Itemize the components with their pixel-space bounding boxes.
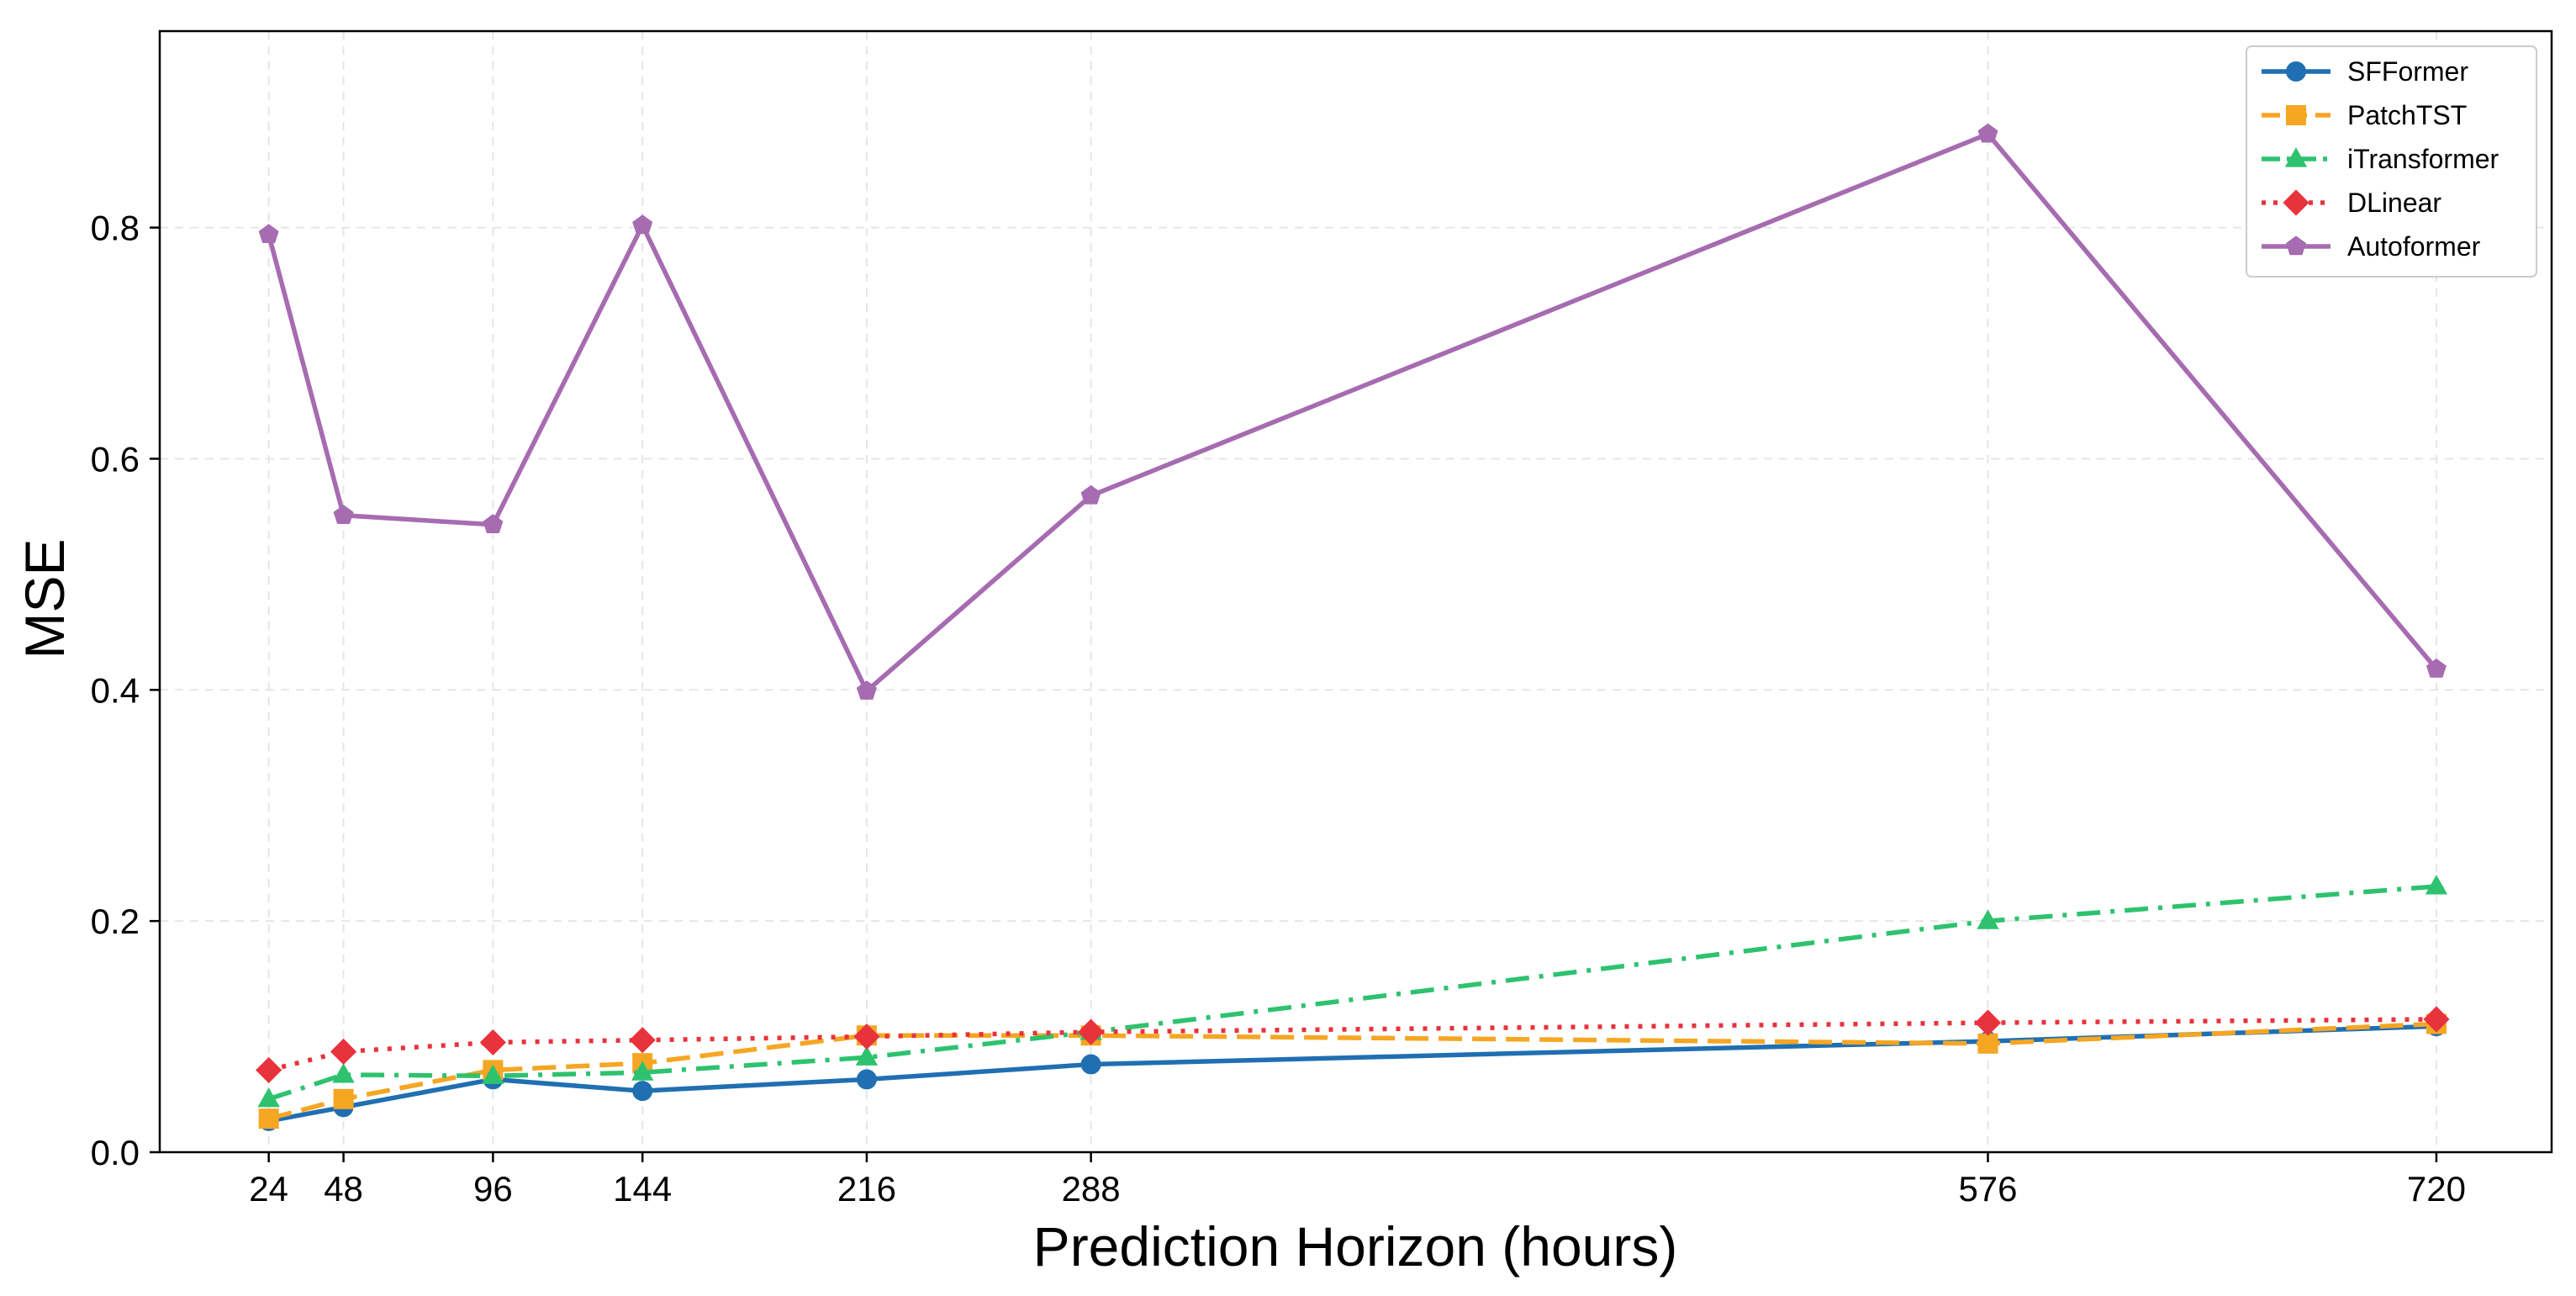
data-point-dlinear (256, 1056, 282, 1084)
data-point-autoformer (483, 514, 504, 533)
data-point-itransformer (482, 1064, 504, 1084)
x-tick-label: 720 (2407, 1169, 2466, 1209)
data-point-dlinear (853, 1023, 880, 1050)
series-itransformer (257, 875, 2448, 1108)
legend-marker-itransformer (2284, 147, 2308, 167)
y-tick-label: 0.2 (91, 902, 140, 941)
plot-frame (158, 29, 2553, 1154)
data-point-autoformer (2426, 658, 2447, 678)
legend-label-patchtst: PatchTST (2347, 100, 2467, 130)
data-point-itransformer (855, 1045, 879, 1066)
data-point-dlinear (479, 1029, 506, 1056)
y-axis-label: MSE (13, 538, 76, 659)
x-tick-label: 576 (1958, 1169, 2017, 1209)
legend-label-sfformer: SFFormer (2347, 56, 2468, 87)
series-line-itransformer (267, 884, 2437, 1102)
data-point-sfformer (856, 1069, 877, 1090)
data-point-itransformer (631, 1061, 654, 1081)
data-point-itransformer (2425, 875, 2448, 895)
data-point-dlinear (330, 1038, 357, 1066)
data-point-patchtst (333, 1088, 354, 1109)
grid (160, 31, 2552, 1153)
series-layer (256, 123, 2450, 1131)
data-point-sfformer (1080, 1054, 1101, 1075)
data-point-itransformer (332, 1063, 355, 1083)
series-dlinear (256, 1006, 2450, 1084)
legend-marker-autoformer (2286, 235, 2306, 256)
data-point-dlinear (629, 1027, 656, 1054)
series-line-autoformer (266, 131, 2439, 694)
y-tick-label: 0.8 (91, 209, 140, 248)
series-autoformer (258, 123, 2447, 700)
data-point-autoformer (856, 680, 877, 700)
data-point-dlinear (2423, 1006, 2450, 1033)
legend-label-itransformer: iTransformer (2347, 144, 2499, 174)
legend-label-dlinear: DLinear (2347, 188, 2441, 218)
data-point-patchtst (1977, 1033, 1998, 1054)
x-tick-label: 96 (473, 1169, 513, 1209)
x-tick-label: 48 (324, 1169, 363, 1209)
x-tick-label: 144 (613, 1169, 672, 1209)
legend-marker-sfformer (2286, 61, 2306, 82)
legend-marker-dlinear (2283, 189, 2309, 216)
data-point-autoformer (258, 224, 279, 244)
y-tick-label: 0.0 (91, 1133, 140, 1172)
x-tick-label: 24 (249, 1169, 288, 1209)
x-tick-label: 288 (1062, 1169, 1121, 1209)
data-point-autoformer (333, 505, 354, 524)
data-point-itransformer (1977, 909, 1999, 929)
data-point-patchtst (258, 1108, 279, 1129)
ticks: 24 48 96 144 216 288 576 720 0.0 0.2 0.4 0.6 0.8 (91, 209, 2466, 1209)
x-axis-label: Prediction Horizon (hours) (1033, 1215, 1678, 1277)
series-line-patchtst (267, 1021, 2437, 1121)
legend: SFFormer PatchTST iTransformer DLinear Autof… (2246, 45, 2537, 278)
series-line-dlinear (267, 1017, 2436, 1073)
data-point-dlinear (1974, 1009, 2002, 1036)
legend-box (2246, 45, 2537, 278)
legend-marker-patchtst (2286, 105, 2306, 125)
legend-label-autoformer: Autoformer (2347, 231, 2481, 262)
data-point-autoformer (1977, 123, 1998, 143)
y-tick-label: 0.6 (91, 439, 140, 479)
data-point-autoformer (1080, 484, 1101, 505)
series-line-sfformer (268, 1024, 2437, 1124)
data-point-dlinear (1078, 1018, 1105, 1045)
data-point-autoformer (632, 214, 653, 235)
series-patchtst (258, 1013, 2447, 1129)
y-tick-label: 0.4 (91, 670, 140, 710)
data-point-itransformer (257, 1087, 280, 1108)
x-tick-label: 216 (837, 1169, 896, 1209)
data-point-sfformer (632, 1081, 653, 1102)
